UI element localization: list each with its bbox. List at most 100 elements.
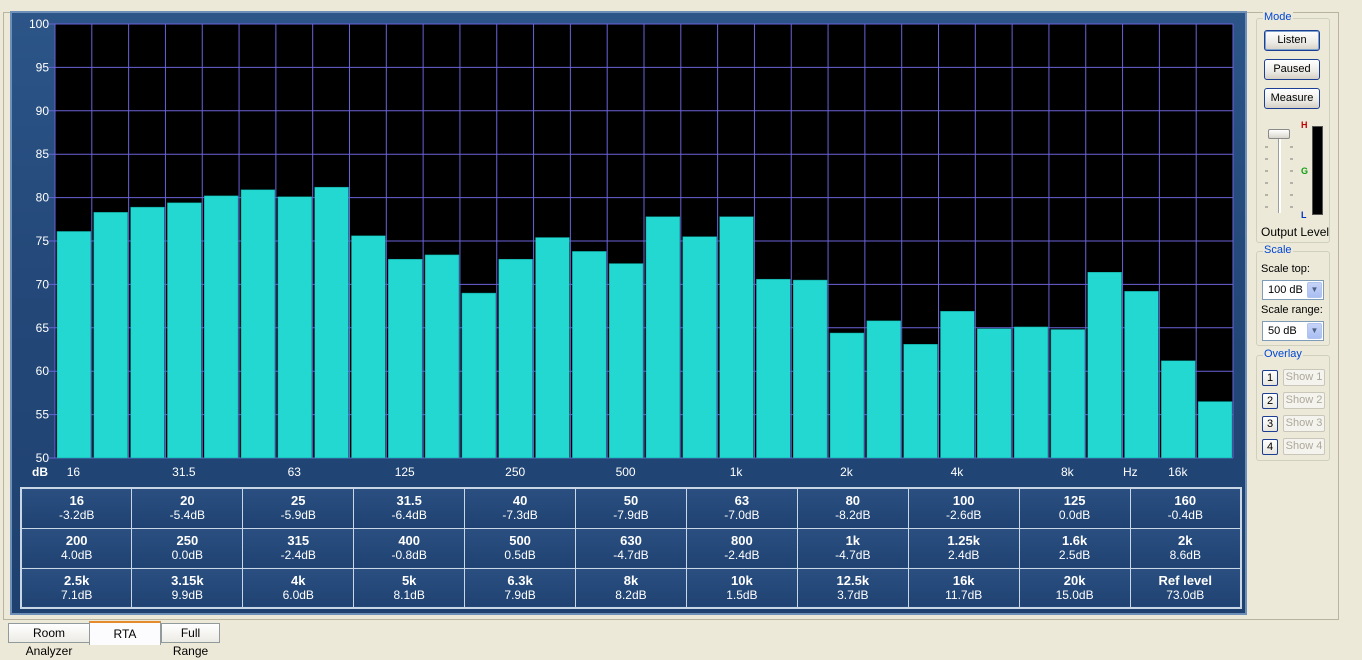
table-row: 200 4.0dB 250 0.0dB 315 -2.4dB 400 -0.8dB 500 0.5…: [20, 527, 1242, 569]
slider-track: [1278, 129, 1281, 213]
band-value: 7.9dB: [504, 587, 536, 602]
bar-250: [498, 258, 533, 459]
bar-160: [424, 254, 460, 459]
band-cell: 800 -2.4dB: [685, 527, 798, 569]
band-name: 250: [176, 533, 199, 548]
bar-3.15k: [903, 344, 938, 459]
bar-50: [240, 189, 276, 459]
overlay-group: Overlay: [1256, 348, 1330, 461]
output-level-meter: [1312, 126, 1323, 215]
band-cell: 20k 15.0dB: [1018, 567, 1131, 609]
mode-group-title: Mode: [1263, 11, 1293, 23]
band-value: -2.4dB: [280, 548, 316, 562]
band-name: 63: [734, 493, 750, 509]
band-value: -7.3dB: [502, 508, 538, 523]
band-cell: 250 0.0dB: [131, 527, 244, 569]
band-name: 40: [512, 493, 528, 509]
measure-button[interactable]: Measure: [1264, 88, 1320, 109]
band-value: -7.9dB: [613, 508, 649, 523]
bar-6.3k: [1013, 326, 1049, 459]
slider-thumb[interactable]: [1268, 129, 1290, 139]
band-cell: 1k -4.7dB: [796, 527, 909, 569]
band-cell: 2.5k 7.1dB: [20, 567, 133, 609]
overlay-show-4-button[interactable]: Show 4: [1283, 438, 1325, 455]
band-value: 73.0dB: [1166, 587, 1205, 602]
band-value: 0.5dB: [504, 548, 536, 562]
overlay-show-1-button[interactable]: Show 1: [1283, 369, 1325, 386]
bar-1.6k: [793, 279, 828, 459]
y-tick-label: 70: [36, 277, 50, 291]
overlay-show-3-button[interactable]: Show 3: [1283, 415, 1325, 432]
band-name: 10k: [731, 572, 753, 588]
y-tick-label: 55: [36, 408, 50, 422]
band-name: 6.3k: [507, 572, 533, 588]
band-value: -6.4dB: [391, 508, 427, 523]
overlay-2-button[interactable]: 2: [1262, 393, 1278, 409]
band-value: 6.0dB: [282, 587, 314, 602]
output-level-slider[interactable]: [1262, 125, 1296, 217]
band-name: 315: [287, 533, 310, 548]
scale-top-select[interactable]: 100 dB ▼: [1262, 280, 1324, 300]
band-value: -7.0dB: [724, 508, 760, 523]
x-tick-label: 63: [288, 465, 302, 479]
chevron-down-icon[interactable]: ▼: [1307, 323, 1322, 339]
output-level-label: Output Level: [1261, 225, 1330, 239]
band-value: 4.0dB: [61, 548, 93, 562]
band-cell: 1.6k 2.5dB: [1018, 527, 1131, 569]
band-value: 9.9dB: [171, 587, 204, 602]
y-tick-label: 90: [36, 104, 50, 118]
band-name: 160: [1174, 493, 1197, 509]
band-cell: 31.5 -6.4dB: [353, 487, 466, 529]
band-value: 8.6dB: [1169, 548, 1201, 562]
band-value: -2.6dB: [946, 508, 982, 523]
table-row: 16 -3.2dB 20 -5.4dB 25 -5.9dB 31.5 -6.4dB 40 -7.3…: [20, 487, 1242, 529]
scale-top-label: Scale top:: [1261, 263, 1310, 275]
scale-group: Scale: [1256, 244, 1330, 346]
band-name: 1.25k: [947, 533, 980, 548]
bar-2k: [829, 332, 865, 459]
band-name: 20k: [1063, 572, 1086, 588]
band-value: 8.1dB: [393, 587, 425, 602]
band-cell: 16 -3.2dB: [20, 487, 133, 529]
band-name: 16k: [952, 572, 975, 588]
listen-button[interactable]: Listen: [1264, 30, 1320, 51]
band-name: 50: [623, 493, 639, 509]
paused-button[interactable]: Paused: [1264, 59, 1320, 80]
band-cell: 200 4.0dB: [20, 527, 133, 569]
x-tick-label: 16k: [1168, 465, 1188, 479]
x-tick-label: 4k: [951, 465, 965, 479]
x-tick-label: 2k: [840, 465, 854, 479]
band-cell: 100 -2.6dB: [907, 487, 1020, 529]
y-tick-label: 85: [36, 147, 50, 161]
band-name: 125: [1063, 493, 1086, 509]
band-value: -0.4dB: [1167, 508, 1203, 523]
rta-chart: 100 95 90 85 80 75 70 65 60 55 50 16 31.5 63 125 250 50…: [29, 17, 1234, 479]
x-tick-label: 1k: [730, 465, 744, 479]
band-name: 25: [291, 493, 306, 509]
overlay-1-button[interactable]: 1: [1262, 370, 1278, 386]
band-name: 20: [180, 493, 195, 509]
bar-630: [645, 216, 681, 459]
bar-20: [93, 212, 128, 459]
bar-80: [314, 186, 349, 459]
tab-full-range[interactable]: Full Range: [161, 623, 220, 658]
overlay-show-2-button[interactable]: Show 2: [1283, 392, 1325, 409]
band-cell: 50 -7.9dB: [575, 487, 687, 529]
bar-12.5k: [1124, 291, 1159, 459]
scale-range-value: 50 dB: [1268, 325, 1297, 337]
band-cell: 8k 8.2dB: [575, 567, 687, 609]
chevron-down-icon[interactable]: ▼: [1307, 282, 1322, 298]
band-name: 31.5: [396, 493, 422, 509]
scale-range-select[interactable]: 50 dB ▼: [1262, 321, 1324, 341]
bar-500: [608, 263, 644, 459]
bar-16: [56, 231, 92, 459]
tab-room-analyzer[interactable]: Room Analyzer: [8, 623, 90, 658]
overlay-4-button[interactable]: 4: [1262, 439, 1278, 455]
tab-rta[interactable]: RTA: [89, 621, 161, 645]
band-name: 4k: [291, 572, 306, 588]
overlay-3-button[interactable]: 3: [1262, 416, 1278, 432]
band-name: 16: [69, 493, 84, 509]
band-value: 1.5dB: [726, 587, 758, 602]
meter-good-label: G: [1301, 166, 1309, 176]
x-tick-label: 31.5: [172, 465, 196, 479]
